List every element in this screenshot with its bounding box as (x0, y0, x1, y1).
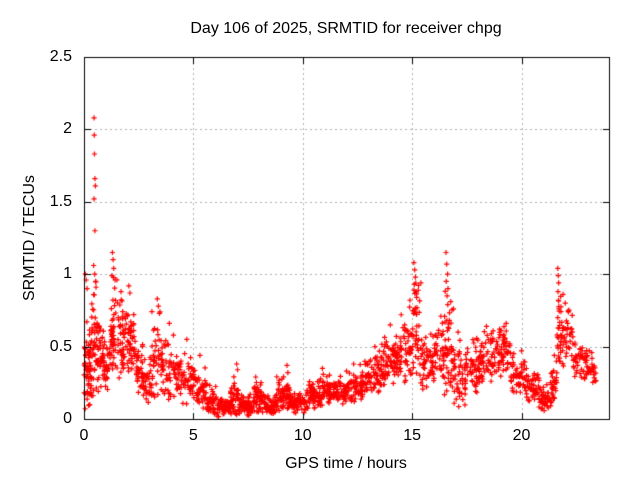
x-axis-label: GPS time / hours (285, 455, 407, 472)
x-tick-label: 15 (403, 427, 422, 444)
y-tick-label: 0.5 (49, 337, 72, 355)
y-tick-label: 1 (63, 265, 72, 283)
y-tick-label: 2 (63, 120, 72, 138)
x-tick-label: 5 (188, 427, 198, 444)
x-tick-label: 0 (79, 427, 89, 444)
y-tick-label: 0 (63, 410, 72, 427)
chart-title: Day 106 of 2025, SRMTID for receiver chp… (190, 20, 502, 37)
y-tick-label: 2.5 (49, 48, 72, 65)
x-tick-label: 10 (293, 427, 312, 444)
y-tick-label: 1.5 (49, 192, 72, 210)
y-axis-label: SRMTID / TECUs (21, 175, 38, 301)
x-tick-label: 20 (512, 427, 531, 444)
